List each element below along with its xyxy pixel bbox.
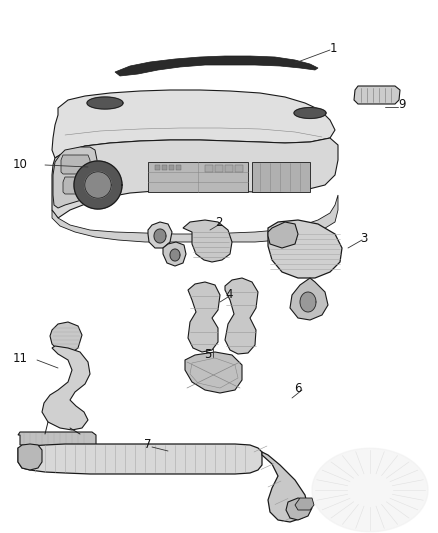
Polygon shape xyxy=(115,56,318,76)
Polygon shape xyxy=(18,432,96,448)
Polygon shape xyxy=(312,448,428,532)
Polygon shape xyxy=(294,108,326,118)
Text: 5: 5 xyxy=(204,349,212,361)
Polygon shape xyxy=(148,222,172,248)
Polygon shape xyxy=(262,452,308,522)
Polygon shape xyxy=(185,352,242,393)
Text: 10: 10 xyxy=(13,158,28,172)
Polygon shape xyxy=(235,165,243,172)
Polygon shape xyxy=(188,282,220,352)
Polygon shape xyxy=(52,138,338,218)
Polygon shape xyxy=(176,165,181,170)
Polygon shape xyxy=(169,165,174,170)
Polygon shape xyxy=(42,346,90,430)
Polygon shape xyxy=(18,444,42,470)
Polygon shape xyxy=(53,147,97,208)
Text: 3: 3 xyxy=(360,231,367,245)
Polygon shape xyxy=(148,162,248,192)
Polygon shape xyxy=(61,155,90,174)
Polygon shape xyxy=(87,97,123,109)
Polygon shape xyxy=(225,278,258,354)
Text: 1: 1 xyxy=(330,42,338,54)
Polygon shape xyxy=(290,278,328,320)
Text: 7: 7 xyxy=(144,439,152,451)
Polygon shape xyxy=(300,292,316,312)
Polygon shape xyxy=(63,177,89,194)
Polygon shape xyxy=(225,165,233,172)
Polygon shape xyxy=(354,86,400,104)
Polygon shape xyxy=(183,220,232,262)
Text: 4: 4 xyxy=(225,288,233,302)
Polygon shape xyxy=(85,172,111,198)
Polygon shape xyxy=(170,249,180,261)
Polygon shape xyxy=(18,444,262,474)
Polygon shape xyxy=(252,162,310,192)
Polygon shape xyxy=(162,165,167,170)
Text: 6: 6 xyxy=(294,382,302,394)
Polygon shape xyxy=(286,498,312,520)
Text: 2: 2 xyxy=(215,215,223,229)
Polygon shape xyxy=(268,222,298,248)
Polygon shape xyxy=(74,161,122,209)
Polygon shape xyxy=(154,229,166,243)
Polygon shape xyxy=(215,165,223,172)
Polygon shape xyxy=(52,195,338,242)
Polygon shape xyxy=(155,165,160,170)
Polygon shape xyxy=(52,90,335,158)
Polygon shape xyxy=(295,498,314,510)
Text: 11: 11 xyxy=(13,351,28,365)
Polygon shape xyxy=(205,165,213,172)
Text: 9: 9 xyxy=(398,99,406,111)
Polygon shape xyxy=(163,242,186,266)
Polygon shape xyxy=(268,220,342,278)
Polygon shape xyxy=(50,322,82,354)
